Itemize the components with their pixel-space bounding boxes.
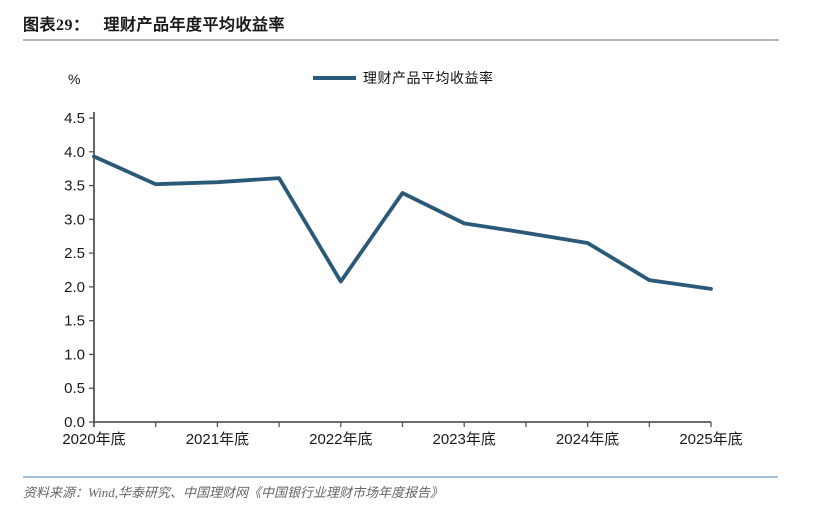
chart-legend: 理财产品平均收益率 (313, 69, 494, 87)
source-text: 资料来源：Wind,华泰研究、中国理财网《中国银行业理财市场年度报告》 (23, 485, 443, 500)
figure-title-text: 理财产品年度平均收益率 (103, 17, 286, 34)
legend-label: 理财产品平均收益率 (363, 72, 494, 87)
x-tick-label: 2021年底 (186, 431, 249, 448)
y-tick-label: 0.0 (64, 414, 85, 431)
figure-number-label: 图表29： (23, 17, 90, 34)
y-tick-label: 3.0 (64, 211, 85, 228)
x-tick-label: 2022年底 (309, 431, 372, 448)
y-tick-label: 2.5 (64, 245, 85, 262)
y-tick-label: 4.5 (64, 110, 85, 127)
source-divider (23, 476, 778, 478)
legend-line-icon (313, 76, 356, 80)
line-chart-svg: 0.0 0.5 1.0 1.5 2.0 2.5 3.0 3.5 4.0 4.5 2020年底 2021… (62, 110, 742, 448)
series-line (92, 154, 713, 291)
y-tick-label: 3.5 (64, 178, 85, 195)
y-tick-label: 4.0 (64, 144, 85, 161)
figure-title: 图表29： 理财产品年度平均收益率 (23, 11, 285, 35)
x-tick-label: 2025年底 (679, 431, 742, 448)
y-tick-label: 1.0 (64, 346, 85, 363)
y-tick-label: 0.5 (64, 380, 85, 397)
title-divider (23, 39, 779, 41)
y-axis-unit-label: % (68, 71, 81, 87)
x-tick-label: 2020年底 (62, 431, 125, 448)
y-tick-label: 1.5 (64, 313, 85, 330)
y-tick-label: 2.0 (64, 279, 85, 296)
x-tick-label: 2024年底 (556, 431, 619, 448)
x-tick-label: 2023年底 (433, 431, 496, 448)
